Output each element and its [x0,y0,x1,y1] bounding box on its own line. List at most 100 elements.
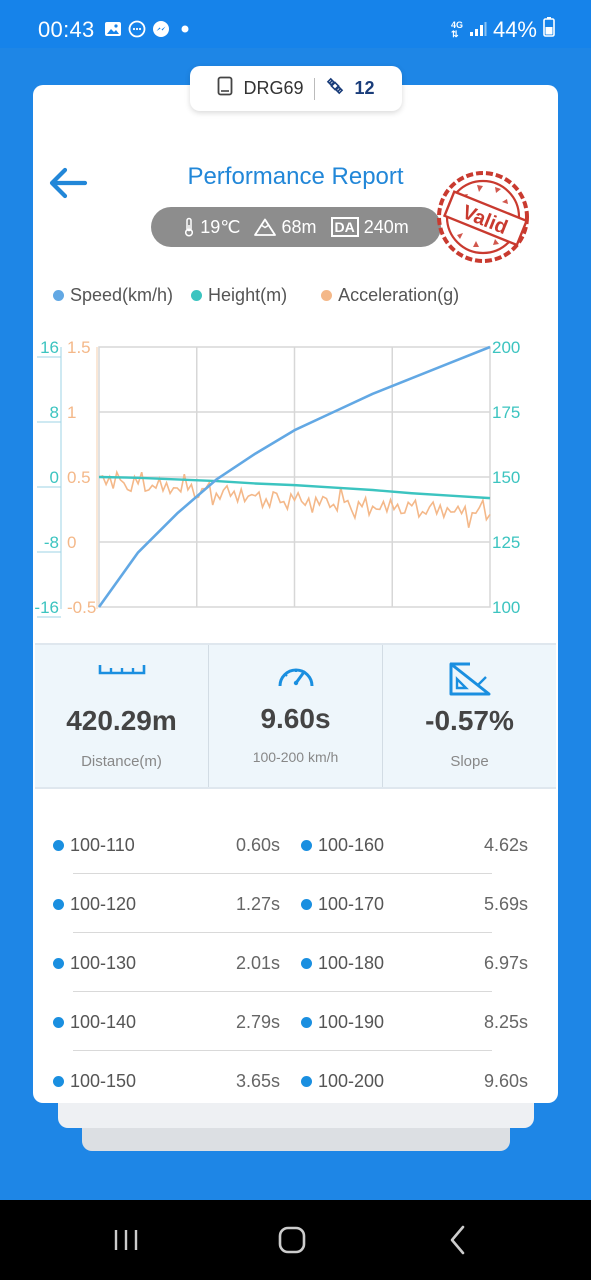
accel-tick-label: -0.5 [67,598,96,617]
split-time-left: 0.60s [235,835,280,855]
split-time-left: 1.27s [235,894,280,914]
slope-value: -0.57% [425,705,514,736]
split-time-right: 6.97s [483,953,528,973]
height-tick-label: -16 [34,598,59,617]
thermometer-icon [185,217,194,237]
split-row: 100-140 2.79s 100-190 8.25s [33,992,558,1051]
temperature-value: 19℃ [200,216,241,237]
mountain-icon [254,218,277,236]
chat-icon [128,20,146,38]
row-divider [73,991,492,992]
home-button[interactable] [272,1222,312,1258]
performance-report-card: Performance Report 19℃ 68m DA 240m Va [33,85,558,1103]
speed-tick-label: 175 [492,403,520,422]
conditions-pill: 19℃ 68m DA 240m [151,207,441,247]
time-label: 100-200 km/h [252,749,339,765]
bullet-icon [301,840,312,851]
back-button[interactable] [45,163,89,203]
recent-apps-icon [114,1230,138,1250]
network-type: 4G ⇅ [450,20,463,39]
device-info-pill: DRG69 12 [190,66,402,111]
page-title: Performance Report [187,163,404,190]
accel-tick-label: 0.5 [67,468,91,487]
legend-label: Acceleration(g) [338,285,460,305]
distance-value: 420.29m [66,705,177,736]
split-time-left: 2.79s [235,1012,280,1032]
stacked-card-middle [58,1098,534,1128]
gallery-icon [104,20,122,38]
split-range-right: 100-160 [301,835,384,856]
legend-label: Speed(km/h) [70,285,174,305]
split-time-right: 5.69s [483,894,528,914]
valid-stamp: Valid [433,165,537,269]
bullet-icon [53,1017,64,1028]
altitude-item: 68m [254,216,317,238]
speed-tick-label: 125 [492,533,520,552]
device-icon [217,76,233,101]
satellite-count: 12 [354,78,375,98]
accel-tick-label: 0 [67,533,76,552]
split-time-left: 3.65s [235,1071,280,1091]
stats-panel: 420.29m Distance(m) 9.60s 100-200 km/h -… [35,643,556,789]
speed-line [97,345,491,608]
bullet-icon [53,899,64,910]
density-altitude-value: 240m [363,216,409,237]
speed-tick-label: 150 [492,468,520,487]
split-row: 100-150 3.65s 100-200 9.60s [33,1051,558,1103]
performance-chart: 16 8 0 -8 -16 1.5 1 0.5 0 -0.5 200 175 150 125 100 [34,338,520,618]
battery-icon [543,17,555,43]
height-line [98,475,491,500]
legend-acceleration: Acceleration(g) [321,285,459,306]
stat-time: 9.60s 100-200 km/h [209,645,383,787]
recent-apps-button[interactable] [106,1222,146,1258]
back-nav-button[interactable] [438,1222,478,1258]
split-range-right: 100-180 [301,953,384,974]
accel-tick-label: 1.5 [67,338,91,357]
arrow-left-icon [49,167,88,199]
status-bar: 00:43 4G ⇅ 44% [0,0,591,48]
satellite-icon [325,76,345,101]
altitude-value: 68m [281,216,317,237]
legend-label: Height(m) [208,285,288,305]
legend-dot [191,290,203,301]
height-tick-label: 8 [50,403,59,422]
system-navigation-bar [0,1200,591,1280]
split-range-left: 100-120 [53,894,136,915]
acceleration-line [98,469,491,528]
split-time-right: 9.60s [483,1071,528,1091]
split-row: 100-110 0.60s 100-160 4.62s [33,815,558,874]
legend-speed: Speed(km/h) [53,285,173,306]
chart-legend: Speed(km/h) Height(m) Acceleration(g) [53,285,553,306]
speedometer-icon [276,661,316,694]
stat-slope: -0.57% Slope [383,645,556,787]
divider [313,77,315,100]
height-tick-label: 0 [50,468,59,487]
chart-series [97,345,491,608]
chart-grid [98,346,491,608]
stat-distance: 420.29m Distance(m) [35,645,209,787]
bullet-icon [53,958,64,969]
notification-dot-icon [176,20,194,38]
chart-axes: 16 8 0 -8 -16 1.5 1 0.5 0 -0.5 200 175 150 125 100 [34,338,520,618]
bullet-icon [301,899,312,910]
legend-height: Height(m) [191,285,287,306]
clock: 00:43 [38,17,95,42]
signal-icon [469,17,487,43]
slope-icon [448,661,492,702]
da-badge: DA [330,217,359,237]
row-divider [73,873,492,874]
legend-dot [53,290,64,301]
bullet-icon [53,840,64,851]
split-range-right: 100-190 [301,1012,384,1033]
density-altitude-item: DA 240m [330,216,409,238]
temperature-item: 19℃ [183,217,240,238]
split-row: 100-120 1.27s 100-170 5.69s [33,874,558,933]
height-tick-label: 16 [40,338,59,357]
battery-level: 44% [492,17,537,42]
accel-tick-label: 1 [67,403,76,422]
bullet-icon [53,1076,64,1087]
slope-label: Slope [450,753,489,770]
split-range-left: 100-140 [53,1012,136,1033]
split-range-left: 100-110 [53,835,135,856]
time-value: 9.60s [260,703,331,734]
